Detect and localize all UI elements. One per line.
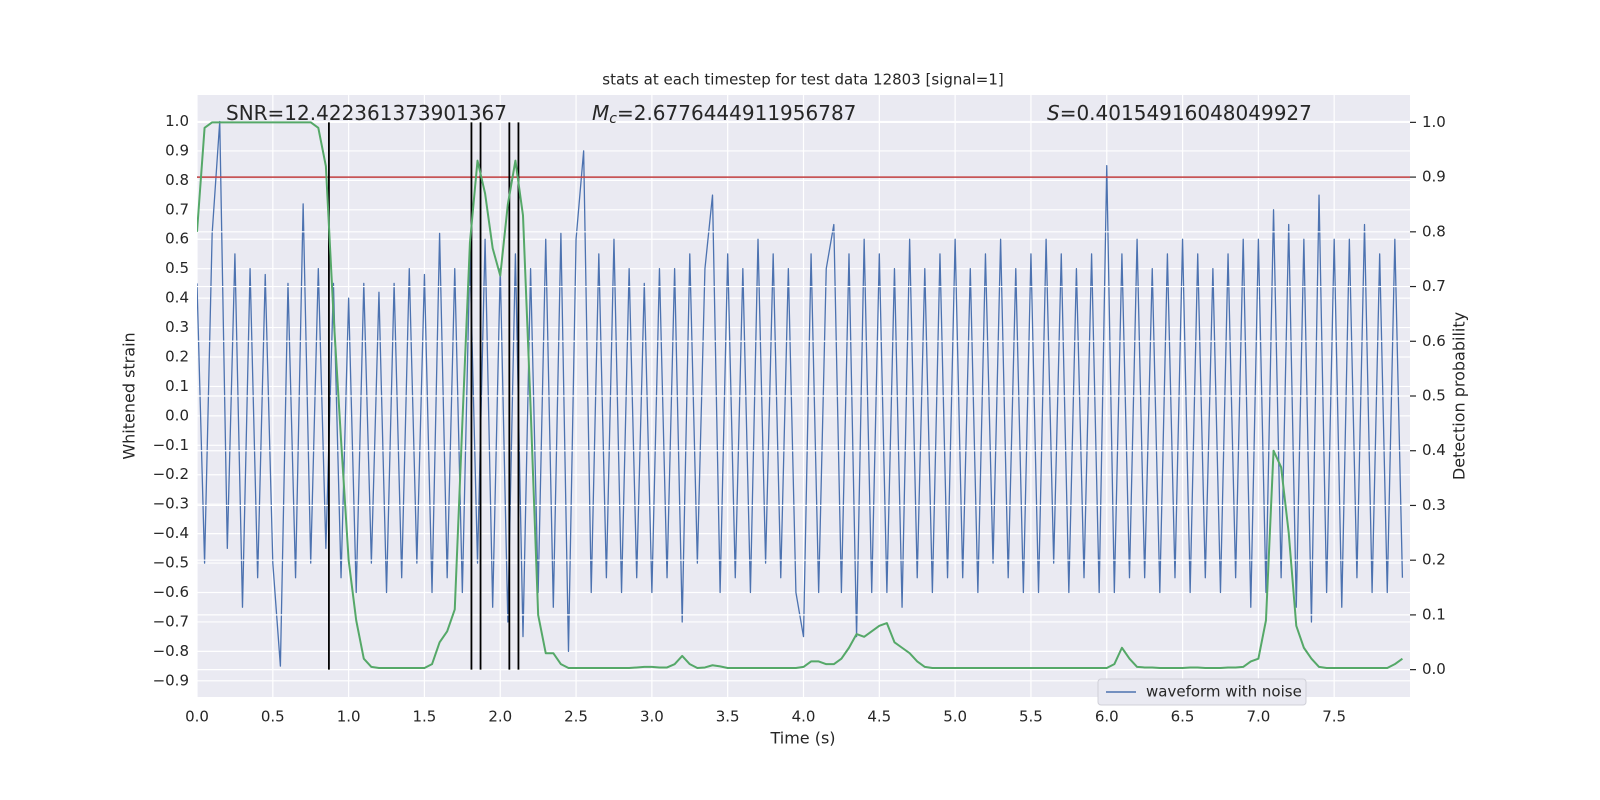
y-tick-label: 0.9	[165, 141, 189, 159]
x-tick-label: 5.0	[943, 708, 967, 726]
y-tick-label: 0.0	[165, 406, 189, 424]
y-tick-label: −0.8	[153, 642, 189, 660]
y-tick-label: 0.2	[165, 347, 189, 365]
x-tick-label: 0.5	[261, 708, 285, 726]
y-tick-label: 0.4	[165, 289, 189, 307]
x-axis-label: Time (s)	[769, 729, 835, 748]
y2-tick-label: 0.3	[1422, 496, 1446, 514]
legend-box	[1097, 678, 1307, 706]
y2-tick-label: 0.8	[1422, 222, 1446, 240]
y2-tick-label: 0.0	[1422, 660, 1446, 678]
x-tick-label: 7.5	[1322, 708, 1346, 726]
y-tick-label: 1.0	[165, 112, 189, 130]
chart-title: stats at each timestep for test data 128…	[602, 71, 1003, 89]
y-tick-label: 0.8	[165, 171, 189, 189]
annotation-symbol: M	[592, 101, 609, 125]
y-tick-label: −0.4	[153, 524, 189, 542]
y-tick-label: −0.6	[153, 583, 189, 601]
annotation-symbol: S	[1047, 101, 1060, 125]
x-tick-label: 4.0	[792, 708, 816, 726]
annotation-text: =2.6776444911956787	[617, 101, 856, 125]
y2-tick-label: 0.4	[1422, 441, 1446, 459]
annotation: S=0.40154916048049927	[1047, 101, 1312, 125]
y-tick-label: −0.7	[153, 612, 189, 630]
y2-axis-label: Detection probability	[1450, 312, 1469, 480]
line-series	[197, 121, 1404, 669]
y-tick-label: −0.9	[153, 671, 189, 689]
y2-tick-label: 0.9	[1422, 168, 1446, 186]
x-tick-label: 5.5	[1019, 708, 1043, 726]
x-tick-label: 3.5	[716, 708, 740, 726]
annotation-text: SNR=12.422361373901367	[226, 101, 507, 125]
y2-tick-label: 1.0	[1422, 113, 1446, 131]
y2-tick-label: 0.2	[1422, 551, 1446, 569]
y-tick-label: 0.6	[165, 230, 189, 248]
y-tick-label: 0.5	[165, 259, 189, 277]
legend: waveform with noise	[1097, 678, 1307, 706]
x-tick-label: 6.0	[1095, 708, 1119, 726]
annotation-subscript: c	[609, 111, 617, 127]
x-tick-label: 1.5	[413, 708, 437, 726]
x-tick-label: 3.0	[640, 708, 664, 726]
y-tick-label: −0.5	[153, 554, 189, 572]
y-tick-label: 0.3	[165, 318, 189, 336]
y-tick-label: −0.3	[153, 495, 189, 513]
annotation-text: =0.40154916048049927	[1060, 101, 1312, 125]
x-tick-label: 4.5	[867, 708, 891, 726]
x-tick-label: 6.5	[1171, 708, 1195, 726]
y-tick-label: −0.1	[153, 436, 189, 454]
annotation: Mc=2.6776444911956787	[592, 101, 856, 128]
y2-tick-label: 0.1	[1422, 605, 1446, 623]
x-tick-label: 7.0	[1246, 708, 1270, 726]
x-tick-label: 0.0	[185, 708, 209, 726]
y-axis-label: Whitened strain	[120, 332, 139, 459]
annotation: SNR=12.422361373901367	[226, 101, 507, 125]
y2-tick-label: 0.5	[1422, 387, 1446, 405]
x-tick-label: 2.0	[488, 708, 512, 726]
y-tick-label: 0.7	[165, 200, 189, 218]
x-tick-label: 2.5	[564, 708, 588, 726]
y2-tick-label: 0.7	[1422, 277, 1446, 295]
y-tick-label: −0.2	[153, 465, 189, 483]
y2-tick-label: 0.6	[1422, 332, 1446, 350]
y-tick-label: 0.1	[165, 377, 189, 395]
x-tick-label: 1.0	[337, 708, 361, 726]
legend-label: waveform with noise	[1146, 683, 1302, 701]
plot	[197, 120, 1410, 671]
